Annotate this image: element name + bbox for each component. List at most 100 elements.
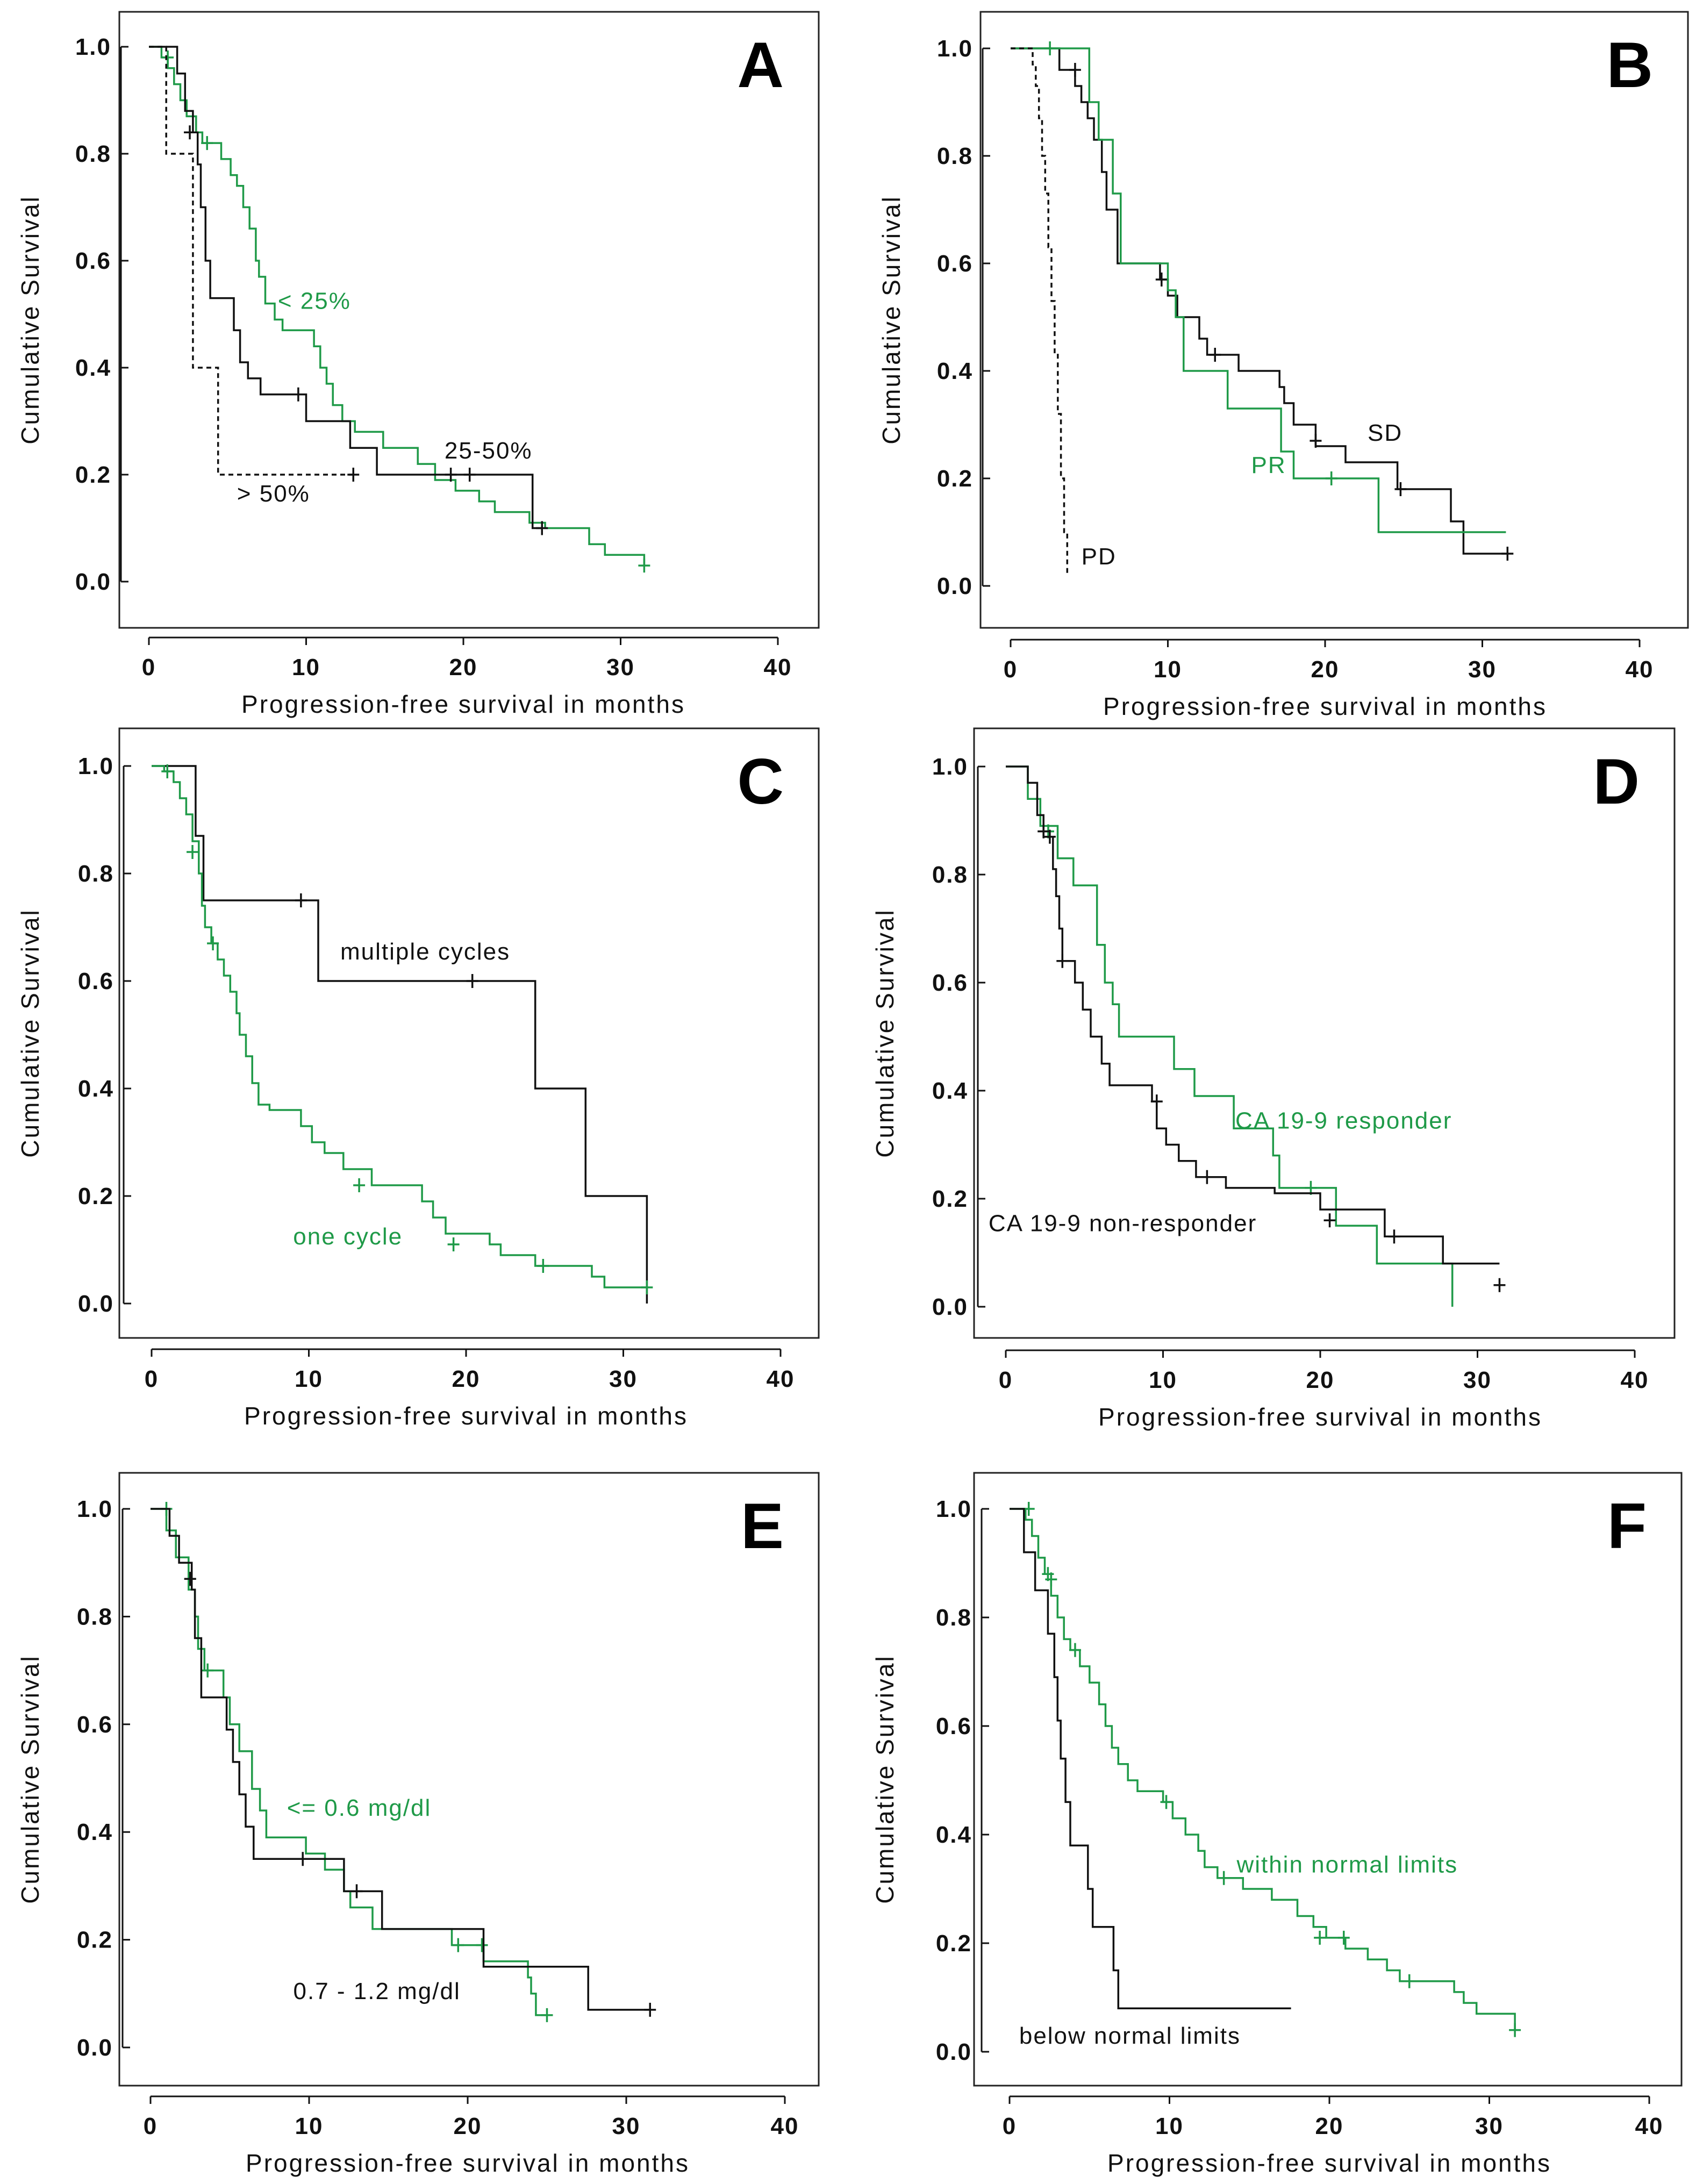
y-tick-label: 0.2: [937, 466, 973, 492]
censor-mark: [353, 1178, 366, 1192]
x-tick-label: 20: [449, 654, 478, 681]
y-axis-title: Cumulative Survival: [16, 195, 44, 444]
curve-label: > 50%: [237, 481, 310, 507]
y-tick-label: 0.4: [937, 358, 973, 384]
curve-label: below normal limits: [1019, 2023, 1241, 2049]
panel-label: E: [741, 1490, 784, 1562]
y-axis-title: Cumulative Survival: [16, 1655, 44, 1903]
x-tick-label: 20: [1306, 1367, 1335, 1393]
plot-frame: [118, 1472, 820, 2087]
curve-label: PR: [1251, 452, 1286, 478]
plot-frame: [979, 11, 1689, 629]
y-tick-label: 0.6: [932, 970, 968, 996]
survival-curve-ca-19-9-non-responder: [1006, 765, 1500, 1265]
survival-curve-one-cycle: [152, 765, 647, 1288]
censor-mark: [162, 50, 174, 65]
censor-mark: [1069, 1643, 1081, 1657]
plot-frame: [118, 11, 820, 629]
x-tick-label: 40: [1635, 2113, 1664, 2139]
y-axis-title: Cumulative Survival: [871, 1655, 899, 1903]
x-tick-label: 10: [295, 2113, 324, 2139]
curve-label: < 25%: [278, 288, 351, 314]
censor-mark: [347, 468, 360, 482]
y-tick-label: 0.0: [75, 569, 111, 595]
y-tick-label: 0.6: [78, 968, 114, 994]
y-tick-label: 0.0: [936, 2039, 972, 2065]
x-tick-label: 20: [1315, 2113, 1344, 2139]
x-axis-title: Progression-free survival in months: [241, 690, 685, 718]
censor-mark: [638, 558, 650, 573]
censor-mark: [1056, 954, 1069, 968]
x-tick-label: 20: [452, 1366, 481, 1392]
survival-curve-0-7-1-2-mg-dl: [151, 1508, 650, 2011]
curve-label: <= 0.6 mg/dl: [287, 1795, 432, 1821]
x-tick-label: 20: [454, 2113, 482, 2139]
censor-mark: [297, 1852, 309, 1866]
x-axis-title: Progression-free survival in months: [1107, 2149, 1551, 2177]
curve-label: within normal limits: [1236, 1852, 1458, 1878]
panel-b: B 0.0 0.2 0.4 0.6 0.8 1.0 0 10 20 30 40 Progression-…: [877, 11, 1689, 720]
censor-mark: [1310, 434, 1322, 448]
y-axis-title: Cumulative Survival: [16, 908, 44, 1157]
curve-label: SD: [1368, 420, 1403, 446]
x-tick-label: 30: [1463, 1367, 1492, 1393]
y-tick-label: 0.4: [77, 1819, 113, 1845]
censor-mark: [161, 764, 174, 778]
y-tick-label: 0.2: [936, 1930, 972, 1957]
curve-label: multiple cycles: [340, 939, 510, 965]
censor-mark: [1155, 273, 1168, 287]
y-tick-label: 1.0: [936, 1496, 972, 1522]
censor-mark: [641, 1280, 653, 1294]
x-tick-label: 40: [771, 2113, 799, 2139]
panel-a: A 0.0 0.2 0.4 0.6 0.8 1.0 0 10 20 30 40 Progression-…: [16, 11, 820, 718]
x-tick-label: 10: [1155, 2113, 1184, 2139]
x-tick-label: 40: [1621, 1367, 1649, 1393]
censor-mark: [1201, 1170, 1213, 1184]
censor-mark: [536, 521, 548, 535]
x-tick-label: 30: [1475, 2113, 1504, 2139]
censor-mark: [1150, 1094, 1163, 1109]
x-tick-label: 30: [612, 2113, 641, 2139]
y-tick-label: 1.0: [75, 34, 111, 60]
censor-mark: [1509, 2023, 1521, 2037]
x-tick-label: 0: [1004, 656, 1018, 683]
plot-frame: [973, 1472, 1683, 2087]
censor-mark: [1501, 547, 1514, 561]
survival-curve-sd: [1011, 47, 1508, 555]
x-tick-label: 10: [1154, 656, 1182, 683]
curve-label: CA 19-9 non-responder: [989, 1210, 1257, 1236]
y-tick-label: 0.0: [77, 2035, 113, 2061]
panel-d: D 0.0 0.2 0.4 0.6 0.8 1.0 0 10 20 30 40 Progression-…: [871, 727, 1676, 1431]
x-tick-label: 0: [1003, 2113, 1017, 2139]
curve-label: 0.7 - 1.2 mg/dl: [294, 1978, 461, 2004]
x-tick-label: 10: [295, 1366, 323, 1392]
x-tick-label: 0: [145, 1366, 159, 1392]
y-tick-label: 0.6: [936, 1713, 972, 1739]
x-axis-title: Progression-free survival in months: [1103, 692, 1547, 720]
curve-label: CA 19-9 responder: [1235, 1107, 1452, 1134]
censor-mark: [1209, 348, 1221, 362]
x-tick-label: 0: [999, 1367, 1013, 1393]
censor-mark: [1325, 471, 1337, 485]
panel-label: D: [1593, 746, 1640, 818]
censor-mark: [541, 2008, 553, 2022]
censor-mark: [187, 845, 199, 859]
survival-curve-ca-19-9-responder: [1006, 765, 1454, 1307]
y-tick-label: 0.8: [936, 1605, 972, 1631]
censor-mark: [445, 468, 457, 482]
panel-c: C 0.0 0.2 0.4 0.6 0.8 1.0 0 10 20 30 40 Progression-…: [16, 727, 820, 1430]
panel-label: A: [737, 29, 784, 101]
censor-mark: [463, 468, 476, 482]
survival-curve-25-50: [149, 46, 542, 529]
plot-frame: [118, 727, 820, 1339]
censor-mark: [1043, 829, 1056, 844]
x-tick-label: 10: [1149, 1367, 1177, 1393]
survival-curve-within-normal-limits: [1010, 1508, 1516, 2030]
y-tick-label: 0.6: [75, 248, 111, 274]
censor-mark: [1403, 1974, 1415, 1988]
censor-mark: [1323, 1213, 1336, 1228]
x-axis-title: Progression-free survival in months: [244, 1402, 688, 1430]
censor-mark: [1493, 1278, 1506, 1292]
censor-mark: [1045, 1572, 1057, 1587]
censor-mark: [476, 1938, 488, 1952]
